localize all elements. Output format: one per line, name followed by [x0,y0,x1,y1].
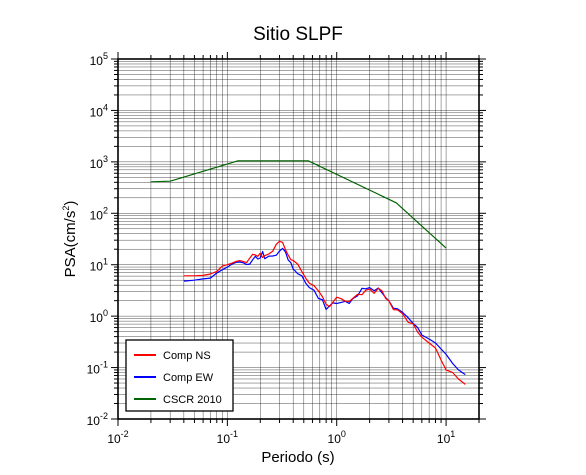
y-tick-label-exp: -1 [100,360,108,370]
plot-frame [117,58,480,420]
x-axis-label: Periodo (s) [261,449,334,466]
y-tick-label-exp: 3 [103,154,108,164]
x-tick-label-base: 10 [328,432,342,446]
y-tick-label-exp: 4 [103,102,108,112]
series-line-comp-ew [183,247,466,376]
series-layer [150,160,466,385]
y-tick-label-base: 10 [87,414,101,428]
y-tick-label-base: 10 [90,105,104,119]
y-tick-label-exp: 2 [103,205,108,215]
axis-ticks [111,52,486,426]
y-tick-label: 10-2 [87,411,108,428]
legend-label-ew: Comp EW [163,372,214,384]
x-tick-label: 10-2 [107,429,128,446]
x-tick-labels: 10-2 10-1 100 101 [107,429,455,446]
x-tick-label: 100 [328,429,346,446]
y-axis-label-tail: ) [62,201,79,206]
legend: Comp NS Comp EW CSCR 2010 [125,339,234,412]
x-tick-label-exp: -1 [230,429,238,439]
y-tick-label: 105 [90,51,108,68]
y-axis-label-base: PSA(cm/s [62,211,79,278]
y-tick-label: 104 [90,102,108,119]
y-tick-label-base: 10 [90,54,104,68]
y-axis-label-sup: 2 [61,206,71,211]
y-tick-label-exp: -2 [100,411,108,421]
y-tick-label: 100 [90,308,108,325]
x-tick-label-exp: 0 [341,429,346,439]
y-tick-label: 102 [90,205,108,222]
series-line-comp-ns [183,240,466,385]
y-tick-label: 103 [90,154,108,171]
x-tick-label-base: 10 [217,432,231,446]
y-tick-label-base: 10 [90,157,104,171]
y-tick-label-base: 10 [90,208,104,222]
y-tick-label-exp: 0 [103,308,108,318]
y-tick-label-base: 10 [90,311,104,325]
chart-title: Sitio SLPF [253,24,343,45]
x-tick-label-exp: 1 [450,429,455,439]
y-tick-label-base: 10 [90,260,104,274]
y-tick-label-exp: 1 [103,257,108,267]
x-tick-label-base: 10 [437,432,451,446]
y-tick-label: 101 [90,257,108,274]
y-tick-label: 10-1 [87,360,108,377]
y-tick-label-base: 10 [87,363,101,377]
x-tick-label: 10-1 [217,429,238,446]
legend-label-ns: Comp NS [163,350,211,362]
legend-label-cscr: CSCR 2010 [163,394,222,406]
x-tick-label: 101 [437,429,455,446]
series-line-cscr-2010 [150,160,447,249]
x-tick-label-exp: -2 [121,429,129,439]
y-tick-label-exp: 5 [103,51,108,61]
y-axis-label: PSA(cm/s2) [61,201,79,278]
grid-lines [117,58,480,420]
x-tick-label-base: 10 [107,432,121,446]
